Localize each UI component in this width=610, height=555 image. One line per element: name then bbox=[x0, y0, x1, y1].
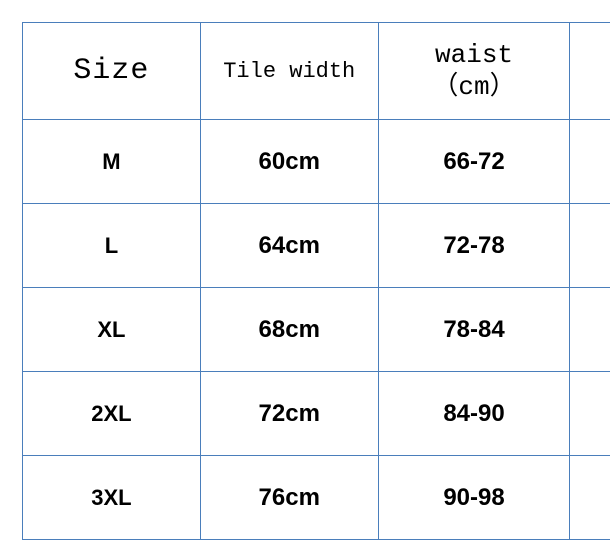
header-waist: waist （cm） bbox=[379, 39, 570, 104]
cell-tile: 60cm bbox=[259, 148, 320, 175]
table-row: 3XL 76cm 90-98 bbox=[23, 456, 610, 540]
header-size: Size bbox=[73, 54, 149, 88]
table-row: XL 68cm 78-84 bbox=[23, 288, 610, 372]
cell-tile: 76cm bbox=[259, 484, 320, 511]
size-chart-table: Size Tile width waist （cm） M 60cm 66-72 … bbox=[22, 22, 610, 540]
header-waist-line2: （cm） bbox=[379, 71, 570, 104]
table-row: L 64cm 72-78 bbox=[23, 204, 610, 288]
cell-waist: 78-84 bbox=[443, 316, 504, 343]
table-row: 2XL 72cm 84-90 bbox=[23, 372, 610, 456]
cell-waist: 84-90 bbox=[443, 400, 504, 427]
table-header-row: Size Tile width waist （cm） bbox=[23, 23, 610, 120]
cell-size: XL bbox=[97, 317, 125, 342]
cell-size: 2XL bbox=[91, 401, 131, 426]
cell-waist: 66-72 bbox=[443, 148, 504, 175]
header-tile-width: Tile width bbox=[223, 59, 355, 84]
cell-waist: 90-98 bbox=[443, 484, 504, 511]
cell-extra bbox=[570, 204, 610, 288]
cell-extra bbox=[570, 288, 610, 372]
cell-extra bbox=[570, 372, 610, 456]
cell-tile: 68cm bbox=[259, 316, 320, 343]
cell-extra bbox=[570, 456, 610, 540]
table-row: M 60cm 66-72 bbox=[23, 120, 610, 204]
cell-size: L bbox=[105, 233, 118, 258]
cell-waist: 72-78 bbox=[443, 232, 504, 259]
cell-size: M bbox=[102, 149, 120, 174]
cell-tile: 64cm bbox=[259, 232, 320, 259]
cell-extra bbox=[570, 120, 610, 204]
cell-tile: 72cm bbox=[259, 400, 320, 427]
header-waist-line1: waist bbox=[379, 39, 570, 72]
cell-size: 3XL bbox=[91, 485, 131, 510]
header-extra bbox=[570, 23, 610, 120]
